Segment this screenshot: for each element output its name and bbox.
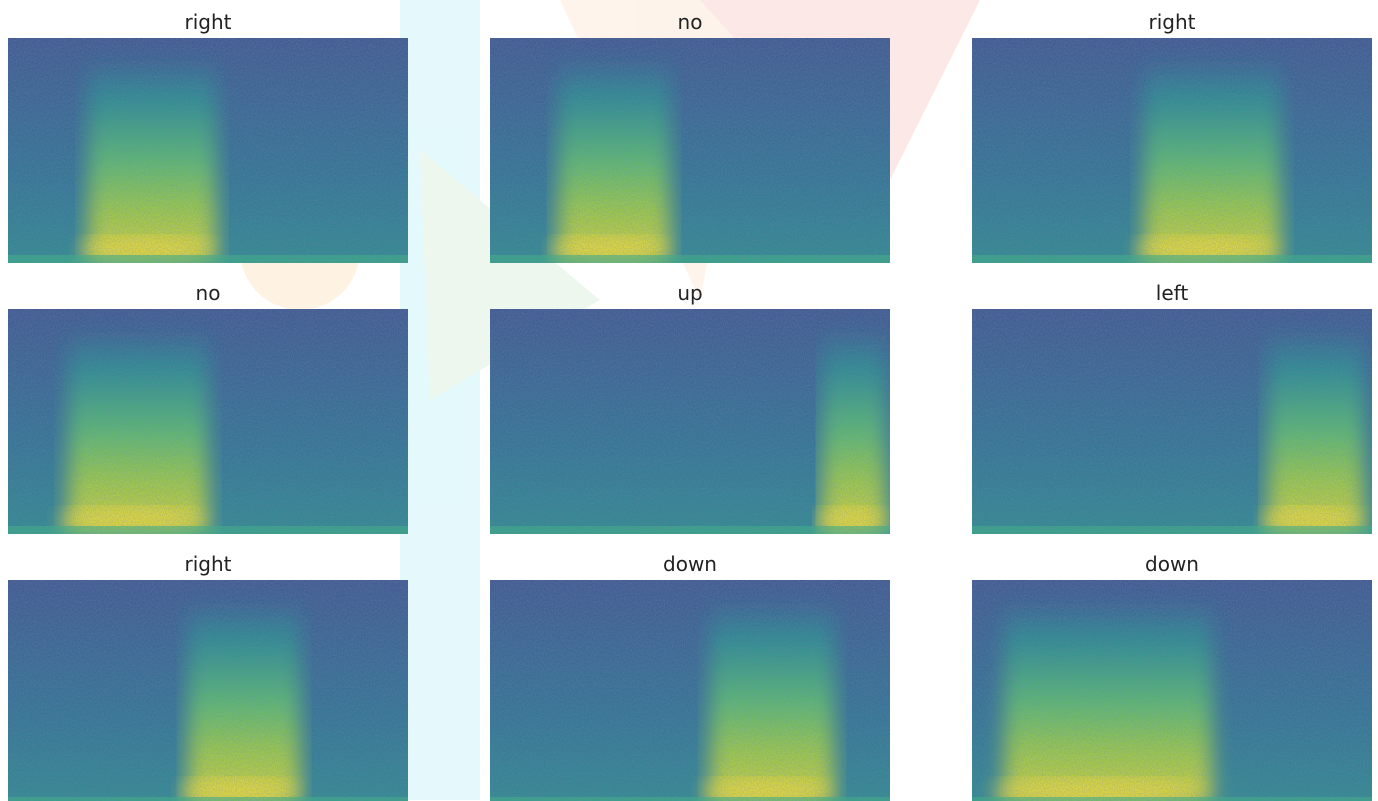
panel-title: no [678,10,703,34]
spectrogram [972,580,1372,801]
panel: no [490,10,890,265]
noise [490,309,890,534]
spectrogram [972,309,1372,536]
noise [490,38,890,263]
panel: down [972,552,1372,801]
noise [8,38,408,263]
panel-title: down [663,552,717,576]
spectrogram [490,38,890,265]
panel-title: up [677,281,702,305]
spectrogram [490,580,890,801]
noise [490,580,890,801]
panel: right [8,10,408,265]
spectrogram [8,309,408,536]
panel-title: right [1149,10,1196,34]
panel-title: no [196,281,221,305]
spectrogram [8,580,408,801]
panel-title: down [1145,552,1199,576]
spectrogram [8,38,408,265]
noise [8,309,408,534]
noise [972,309,1372,534]
panel: no [8,281,408,536]
noise [972,38,1372,263]
panel-title: left [1156,281,1189,305]
noise [972,580,1372,801]
panel-title: right [185,10,232,34]
noise [8,580,408,801]
figure: right no right no up left right down down [0,0,1378,801]
panel: down [490,552,890,801]
panel: right [8,552,408,801]
spectrogram [490,309,890,536]
panel: right [972,10,1372,265]
panel: left [972,281,1372,536]
page: rightnorightnoupleftrightdowndown (() =>… [0,0,1378,801]
spectrogram [972,38,1372,265]
panel: up [490,281,890,536]
panel-title: right [185,552,232,576]
